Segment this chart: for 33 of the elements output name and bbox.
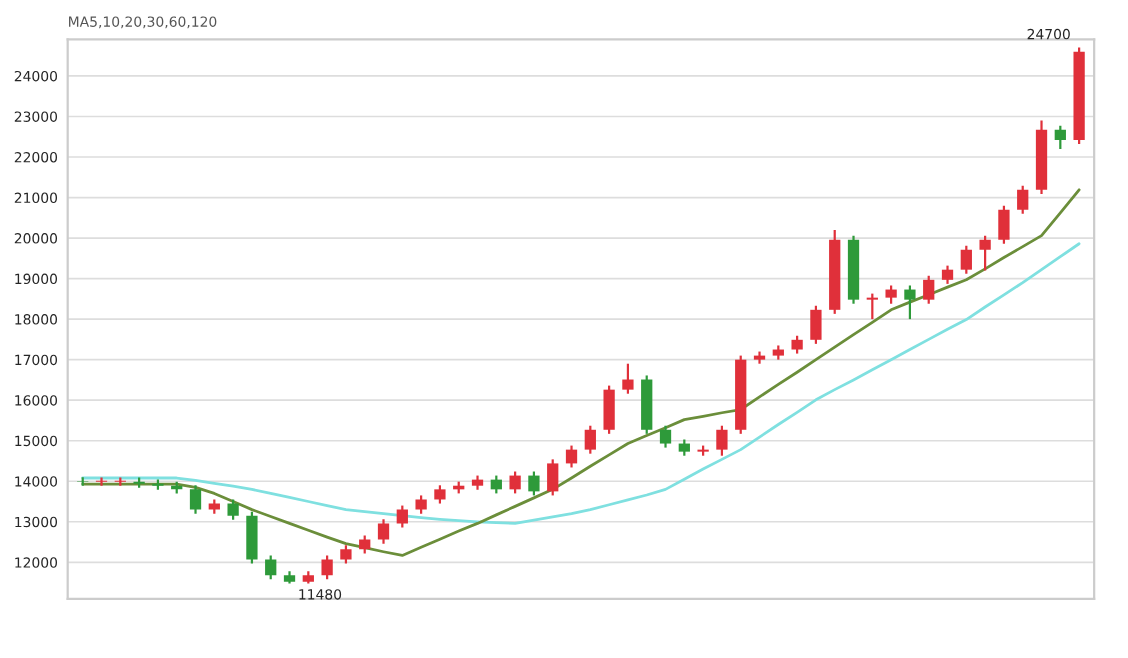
candlestick xyxy=(584,424,596,455)
candlestick xyxy=(923,274,935,305)
candlestick xyxy=(716,424,728,457)
candlestick xyxy=(547,458,559,497)
line-series xyxy=(81,242,1081,525)
candlestick xyxy=(189,484,202,515)
candlestick xyxy=(340,544,352,565)
candlestick xyxy=(565,444,578,469)
candlestick xyxy=(904,284,916,321)
candlestick xyxy=(227,498,239,521)
candlestick xyxy=(265,554,277,581)
candlestick xyxy=(528,470,540,497)
candlestick xyxy=(377,518,390,545)
candlestick xyxy=(885,284,897,305)
candlestick xyxy=(246,510,258,565)
candlestick xyxy=(998,204,1010,245)
candlestick xyxy=(1017,184,1029,215)
candlestick xyxy=(622,362,634,395)
candlestick xyxy=(321,554,333,581)
candlestick xyxy=(603,384,615,435)
candlestick xyxy=(509,470,521,495)
candlestick xyxy=(659,424,672,449)
candlestick xyxy=(810,304,822,345)
candlestick xyxy=(95,476,108,487)
candlestick xyxy=(960,244,972,275)
candlestick xyxy=(415,494,427,515)
candlestick xyxy=(941,264,954,285)
candlestick xyxy=(866,292,878,321)
candlestick xyxy=(1054,124,1066,151)
candlestick xyxy=(396,504,408,529)
candlestick xyxy=(434,484,446,505)
candlestick xyxy=(979,234,991,272)
line-series xyxy=(81,188,1081,557)
